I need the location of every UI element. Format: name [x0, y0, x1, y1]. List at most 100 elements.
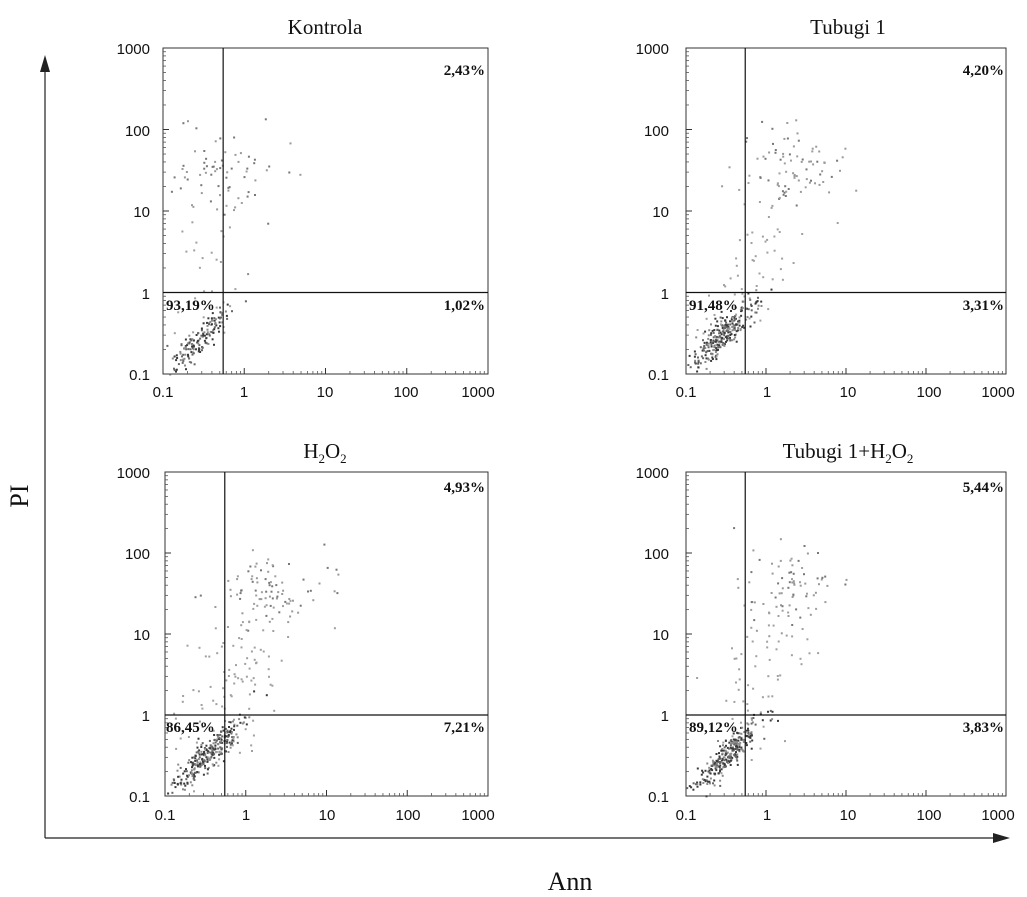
event-dot	[729, 744, 732, 747]
event-dot	[323, 543, 326, 546]
event-dot	[241, 680, 244, 683]
event-dot	[281, 593, 284, 595]
event-dot	[735, 340, 738, 343]
event-dot	[731, 735, 734, 738]
event-dot	[738, 668, 741, 671]
event-dot	[788, 604, 791, 607]
event-dot	[759, 711, 762, 714]
event-dot	[734, 738, 737, 741]
event-dot	[751, 721, 754, 724]
event-dot	[227, 751, 230, 753]
event-dot	[779, 268, 782, 271]
event-dot	[755, 301, 758, 304]
event-dot	[726, 746, 729, 749]
event-dot	[706, 762, 709, 765]
event-dot	[764, 240, 767, 243]
event-dot	[182, 788, 184, 791]
event-dot	[723, 284, 725, 287]
event-dot	[213, 756, 216, 759]
event-dot	[818, 150, 821, 153]
event-dot	[210, 755, 213, 758]
event-dot	[197, 750, 200, 753]
quadrant-upper-right-value: 4,93%	[444, 480, 485, 496]
panel-tubugi-1-h2o2: Tubugi 1+H2O2 5,44% 89,12% 3,83% 0.1 1 1…	[636, 439, 1015, 824]
event-dot	[197, 771, 200, 774]
event-dot	[776, 228, 779, 231]
event-dot	[732, 732, 735, 735]
event-dot	[750, 304, 753, 307]
y-tick-label: 10	[652, 627, 669, 644]
event-dot	[759, 747, 762, 750]
event-dot	[242, 721, 245, 724]
event-dot	[752, 717, 755, 719]
event-dot	[769, 719, 772, 722]
event-dot	[219, 746, 222, 749]
event-dot	[731, 320, 734, 323]
event-dot	[181, 355, 183, 358]
event-dot	[271, 585, 274, 588]
event-dot	[191, 756, 194, 759]
event-dot	[251, 580, 254, 583]
event-dot	[176, 782, 179, 785]
event-dot	[844, 147, 847, 150]
event-dot	[247, 191, 250, 194]
event-dot	[736, 755, 739, 758]
event-dot	[244, 728, 247, 731]
event-dot	[700, 773, 703, 776]
global-x-axis-label: Ann	[548, 867, 593, 896]
event-dot	[710, 764, 713, 767]
event-dot	[236, 578, 239, 581]
event-dot	[711, 769, 714, 772]
event-dot	[793, 175, 796, 178]
event-dot	[703, 341, 706, 344]
event-dot	[198, 266, 201, 269]
event-dot	[299, 604, 302, 607]
event-dot	[745, 744, 748, 747]
x-tick-label: 10	[840, 384, 857, 401]
event-dot	[205, 342, 208, 345]
event-dot	[207, 750, 210, 753]
event-dot	[214, 140, 217, 143]
event-dot	[819, 173, 822, 176]
event-dot	[741, 748, 744, 751]
event-dot	[225, 176, 228, 179]
event-dot	[699, 781, 702, 784]
event-dot	[768, 151, 771, 154]
event-dot	[729, 742, 732, 745]
event-dot	[800, 160, 803, 163]
event-dot	[702, 771, 705, 774]
event-dot	[220, 159, 223, 162]
event-dot	[748, 317, 751, 320]
dot-cloud	[167, 543, 340, 795]
y-tick-label: 100	[644, 546, 669, 563]
event-dot	[184, 338, 187, 341]
event-dot	[721, 774, 724, 777]
event-dot	[264, 578, 267, 581]
event-dot	[718, 329, 721, 332]
event-dot	[219, 733, 222, 736]
event-dot	[795, 608, 798, 611]
event-dot	[253, 658, 256, 661]
event-dot	[219, 137, 222, 140]
event-dot	[768, 612, 771, 615]
event-dot	[696, 677, 699, 679]
y-tick-label: 1	[661, 286, 669, 303]
event-dot	[731, 717, 734, 720]
event-dot	[211, 319, 213, 322]
event-dot	[806, 552, 809, 555]
event-dot	[221, 321, 224, 324]
event-dot	[204, 171, 207, 174]
event-dot	[229, 729, 232, 732]
event-dot	[173, 369, 176, 372]
event-dot	[724, 739, 727, 742]
title-part: H	[303, 439, 318, 463]
event-dot	[183, 782, 186, 785]
event-dot	[190, 339, 193, 342]
y-tick-label: 1	[661, 708, 669, 725]
event-dot	[781, 257, 784, 260]
event-dot	[253, 162, 256, 165]
event-dot	[755, 655, 758, 658]
event-dot	[824, 601, 827, 604]
event-dot	[785, 634, 788, 637]
event-dot	[193, 249, 196, 252]
